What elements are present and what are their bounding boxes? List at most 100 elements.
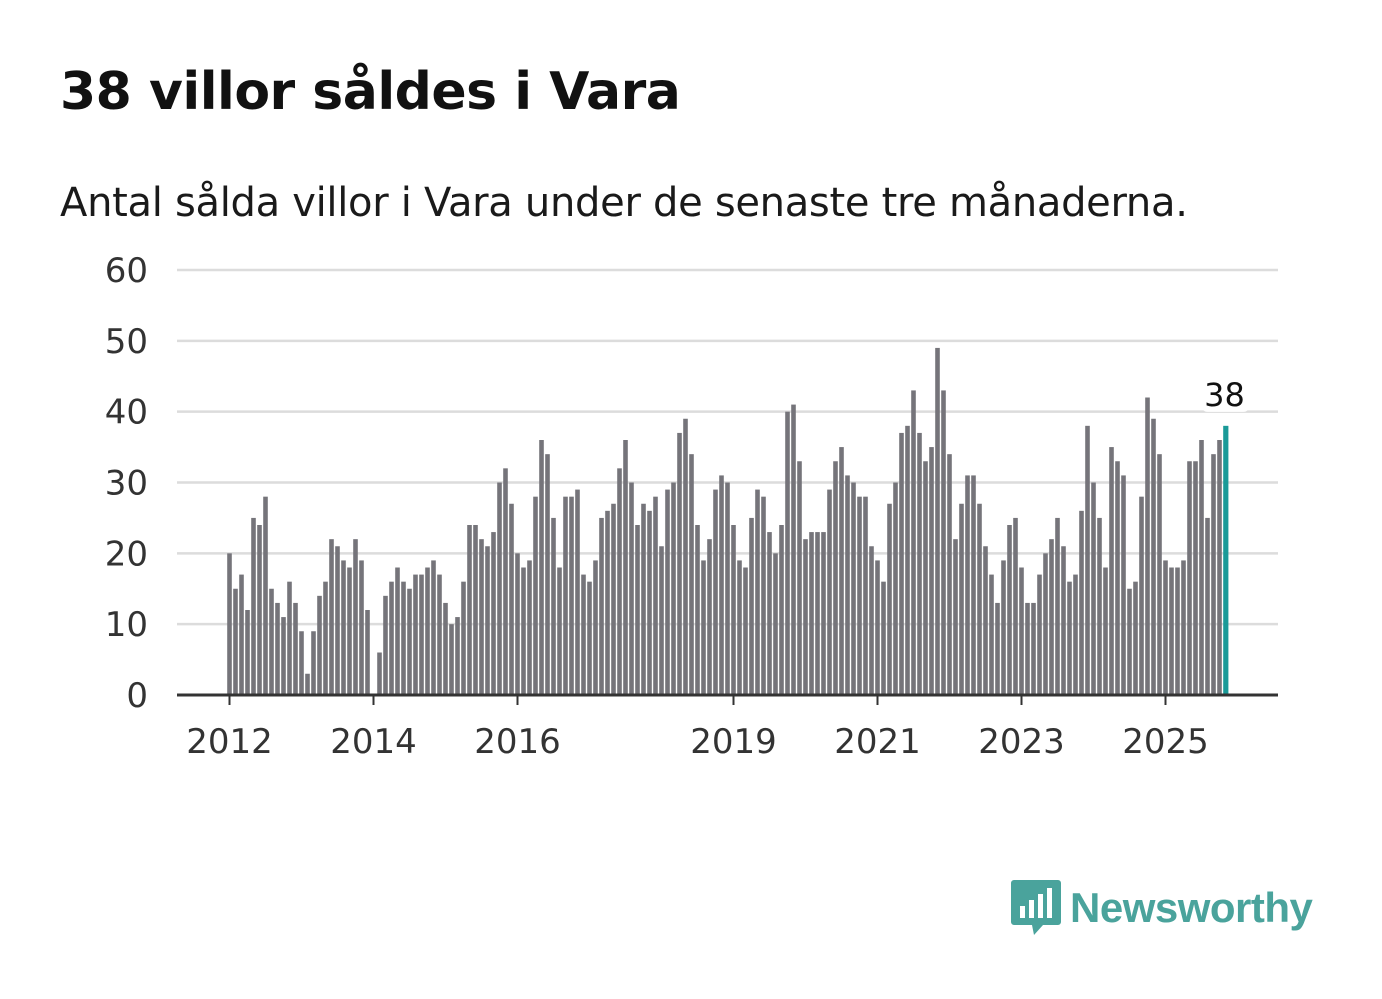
bar (305, 673, 310, 695)
y-tick-label: 40 (105, 393, 148, 433)
bar (989, 574, 994, 695)
bar (1121, 475, 1126, 695)
bar (929, 447, 934, 695)
bar (857, 496, 862, 695)
bar (1205, 517, 1210, 695)
bar (737, 560, 742, 695)
bar (1169, 567, 1174, 695)
bar (995, 602, 1000, 695)
bar-chart-speech-icon (1011, 880, 1061, 935)
bar (293, 602, 298, 695)
bar (413, 574, 418, 695)
bar (653, 496, 658, 695)
y-tick-label: 10 (105, 605, 148, 645)
bar (269, 588, 274, 695)
y-tick-label: 20 (105, 534, 148, 574)
bar (377, 652, 382, 695)
bar (911, 390, 916, 695)
bar (431, 560, 436, 695)
bar (1031, 602, 1036, 695)
bar (869, 546, 874, 695)
bar (725, 482, 730, 695)
bar (1037, 574, 1042, 695)
bar (1067, 581, 1072, 695)
bar (287, 581, 292, 695)
bar (1151, 418, 1156, 695)
bar (401, 581, 406, 695)
bar (983, 546, 988, 695)
bar (671, 482, 676, 695)
bar (461, 581, 466, 695)
bar (1193, 461, 1198, 695)
annotation: 38 (1201, 376, 1250, 414)
bar (917, 432, 922, 695)
bar (611, 503, 616, 695)
bar (251, 517, 256, 695)
bar (323, 581, 328, 695)
bar (881, 581, 886, 695)
x-axis: 2012 2014 2016 2019 2021 2023 2025 (177, 693, 1278, 762)
bar (233, 588, 238, 695)
bar-highlight (1223, 425, 1229, 695)
brand-name: Newsworthy (1070, 884, 1313, 931)
bar (833, 461, 838, 695)
bar (719, 475, 724, 695)
bar (1139, 496, 1144, 695)
bar (713, 489, 718, 695)
bar (1109, 447, 1114, 695)
bar (743, 567, 748, 695)
bar (803, 539, 808, 695)
bar (347, 567, 352, 695)
x-tick-label: 2019 (690, 722, 777, 762)
bar (491, 532, 496, 695)
x-tick-label: 2023 (978, 722, 1065, 762)
bar (533, 496, 538, 695)
bar (1085, 425, 1090, 695)
bar (1103, 567, 1108, 695)
bar (1049, 539, 1054, 695)
bar (1013, 517, 1018, 695)
bar (593, 560, 598, 695)
bar (959, 503, 964, 695)
newsworthy-logo[interactable]: Newsworthy (1010, 878, 1313, 938)
bar (575, 489, 580, 695)
bar (527, 560, 532, 695)
bar (1187, 461, 1192, 695)
bar (563, 496, 568, 695)
bar (779, 525, 784, 695)
bar (395, 567, 400, 695)
bar (809, 532, 814, 695)
bar (635, 525, 640, 695)
bar (1133, 581, 1138, 695)
bar (827, 489, 832, 695)
y-tick-label: 0 (126, 676, 148, 716)
chart-title: 38 villor såldes i Vara (60, 62, 681, 122)
bar (1043, 553, 1048, 695)
bar (1115, 461, 1120, 695)
bar (425, 567, 430, 695)
bar (383, 595, 388, 695)
bar (1217, 440, 1222, 695)
bar (659, 546, 664, 695)
bar (923, 461, 928, 695)
bar (329, 539, 334, 695)
x-tick-label: 2021 (834, 722, 921, 762)
bar (965, 475, 970, 695)
bar (953, 539, 958, 695)
bar (977, 503, 982, 695)
bar (887, 503, 892, 695)
bar (677, 432, 682, 695)
bar (521, 567, 526, 695)
bar (503, 468, 508, 695)
bar (1073, 574, 1078, 695)
bar (1007, 525, 1012, 695)
bar (551, 517, 556, 695)
bar (467, 525, 472, 695)
data-label-last: 38 (1204, 376, 1245, 414)
bar (1079, 510, 1084, 695)
bar (647, 510, 652, 695)
bar (1211, 454, 1216, 695)
bar (1199, 440, 1204, 695)
bar (629, 482, 634, 695)
